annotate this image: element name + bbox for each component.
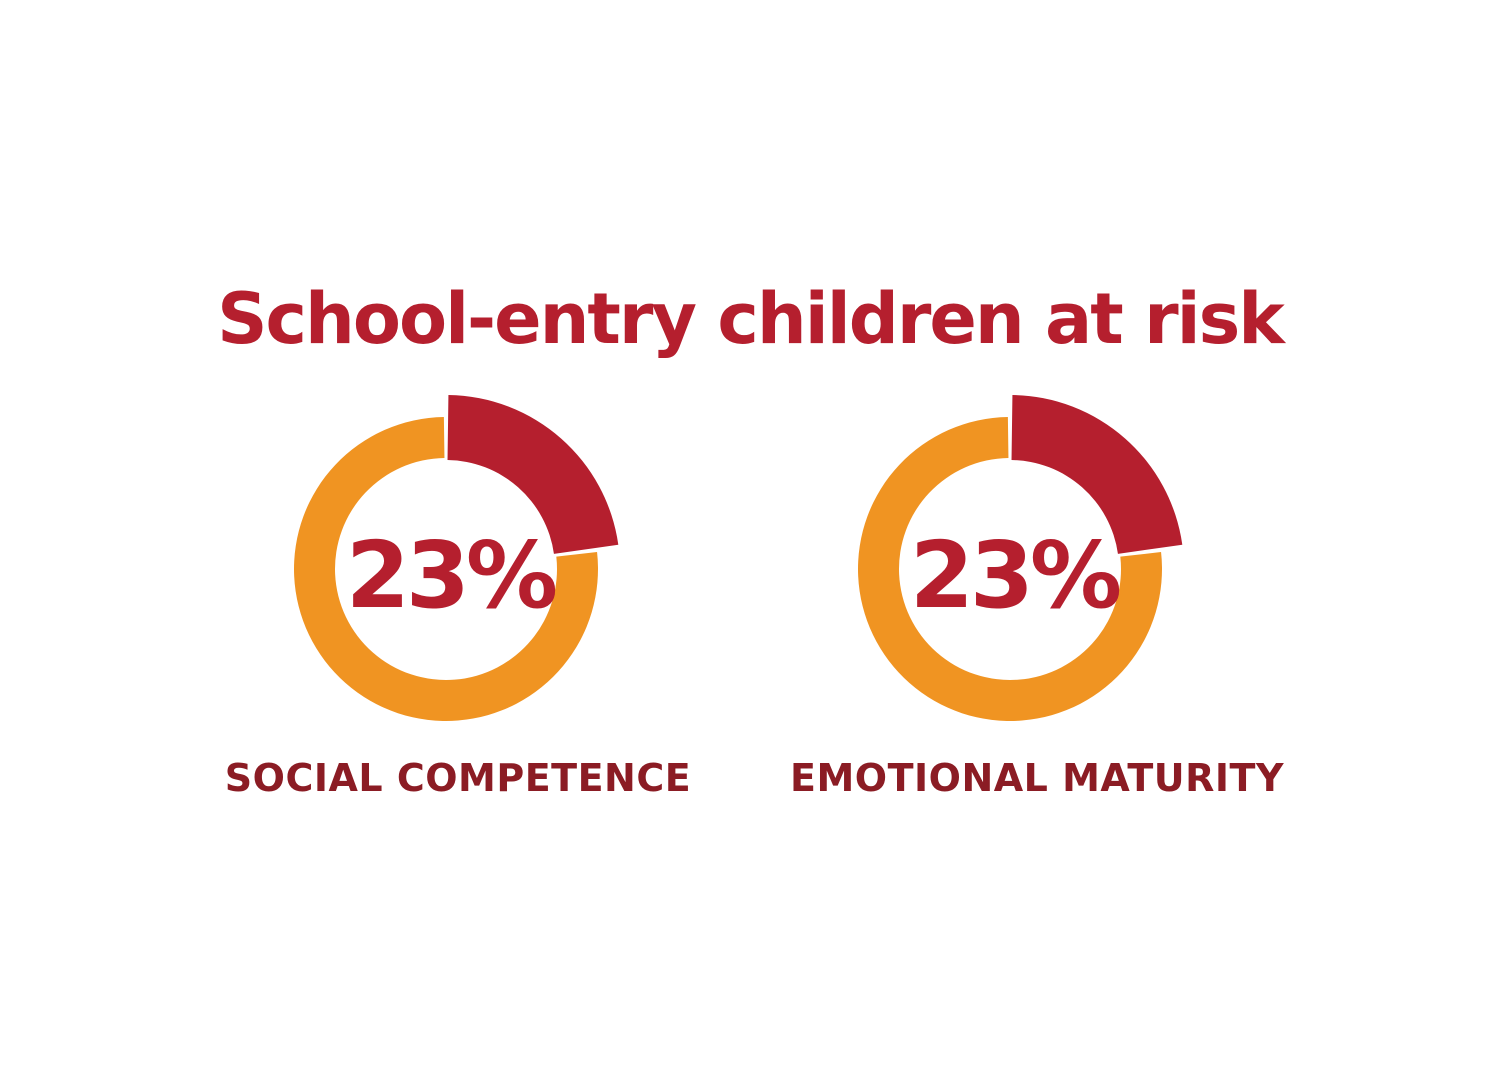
donut-center-value: 23% [910, 522, 1120, 629]
donut-slice-at-risk [447, 395, 619, 554]
donut-label-emotional-maturity: EMOTIONAL MATURITY [790, 756, 1284, 800]
donut-center-value: 23% [346, 522, 556, 629]
chart-title: School-entry children at risk [217, 278, 1285, 360]
donut-slice-at-risk [1011, 395, 1183, 554]
donut-label-social-competence: SOCIAL COMPETENCE [224, 756, 692, 800]
